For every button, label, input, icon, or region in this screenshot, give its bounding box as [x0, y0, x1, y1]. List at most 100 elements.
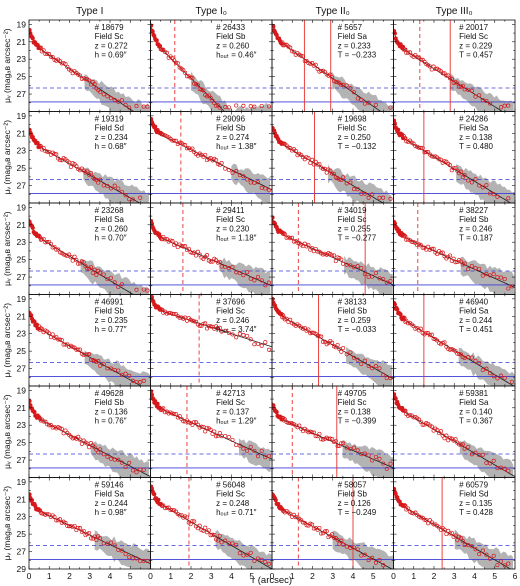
data-point — [473, 177, 478, 182]
data-point — [480, 273, 485, 278]
data-point — [320, 339, 326, 344]
data-point — [433, 66, 438, 72]
data-point — [255, 341, 261, 346]
data-point — [215, 326, 220, 331]
data-point — [241, 103, 246, 108]
data-point — [355, 547, 360, 552]
data-point — [204, 326, 210, 331]
data-point — [458, 169, 463, 174]
data-point — [484, 98, 489, 104]
data-point — [150, 23, 154, 28]
data-point — [170, 239, 175, 244]
data-point — [484, 183, 489, 188]
data-point — [30, 225, 35, 230]
data-point — [506, 286, 511, 291]
data-point — [116, 457, 121, 462]
x-tick-label: 0 — [27, 571, 32, 581]
data-point — [192, 250, 197, 255]
fit-line — [29, 309, 143, 386]
data-point — [377, 366, 382, 371]
data-point — [344, 544, 349, 549]
panel-plot-area — [393, 20, 515, 112]
data-point — [289, 421, 295, 426]
data-point — [401, 315, 406, 320]
y-tick-label: 19 — [17, 111, 27, 121]
data-point — [444, 73, 449, 78]
panel-annotation-param: T = 0.367 — [459, 417, 493, 426]
data-point — [306, 327, 311, 332]
data-point — [259, 557, 264, 562]
data-point — [108, 540, 114, 545]
data-point — [302, 58, 307, 64]
data-point — [57, 158, 63, 163]
data-point — [217, 533, 222, 538]
x-tick-label: 1 — [47, 571, 52, 581]
data-point — [442, 159, 447, 164]
panel-annotation-field: Field Sb — [95, 398, 125, 407]
data-point — [339, 257, 344, 262]
data-point — [116, 284, 121, 290]
data-point — [206, 528, 211, 533]
data-point — [184, 146, 190, 151]
data-point — [491, 553, 496, 558]
data-point — [498, 465, 504, 470]
data-point — [449, 76, 454, 81]
data-point — [263, 455, 268, 460]
data-point — [437, 157, 442, 162]
data-point — [177, 513, 182, 518]
data-point — [306, 155, 311, 161]
panel-annotation-z: z = 0.259 — [338, 316, 372, 325]
x-tick-label: 3 — [209, 571, 214, 581]
y-tick-label: 19 — [17, 294, 27, 304]
y-tick-label: 27 — [17, 272, 27, 282]
data-point — [234, 103, 239, 108]
data-point — [491, 192, 496, 197]
data-point — [310, 330, 315, 335]
data-point — [484, 272, 489, 277]
data-point — [63, 61, 68, 67]
data-point — [105, 541, 110, 546]
x-tick-label: 4 — [472, 571, 477, 581]
data-point — [355, 448, 360, 453]
data-point — [335, 443, 340, 449]
panel-plot-area — [150, 477, 272, 569]
data-point — [72, 254, 77, 259]
data-point — [101, 452, 106, 457]
data-point — [263, 559, 268, 565]
data-point — [119, 98, 124, 103]
data-point — [32, 410, 37, 415]
y-axis-label: μᵥ (magₐʙ arcsec⁻²) — [2, 28, 12, 103]
data-point — [288, 45, 293, 50]
data-point — [498, 559, 504, 564]
y-axis-label: μᵥ (magₐʙ arcsec⁻²) — [2, 486, 12, 561]
data-point — [466, 543, 471, 548]
data-point — [168, 238, 173, 243]
y-axis-label: μᵥ (magₐʙ arcsec⁻²) — [2, 394, 12, 469]
data-point — [330, 436, 335, 442]
x-tick-label: 2 — [67, 571, 72, 581]
panel-annotation-z: z = 0.246 — [216, 316, 250, 325]
data-point — [259, 103, 264, 109]
data-point — [206, 324, 211, 329]
data-point — [377, 456, 382, 461]
uncertainty-band — [94, 530, 151, 569]
panel-plot-area — [393, 203, 515, 295]
x-axis-label: r (arcsec) — [252, 575, 292, 586]
data-point — [186, 420, 191, 425]
data-point — [112, 97, 117, 102]
data-point — [442, 436, 447, 441]
column-title: Type II₀ — [316, 6, 350, 17]
data-point — [54, 518, 59, 523]
data-point — [348, 446, 353, 452]
data-point — [141, 378, 146, 383]
panel-annotation-id: # 56048 — [216, 481, 245, 490]
y-tick-label: 21 — [17, 311, 27, 321]
data-point — [466, 267, 471, 272]
data-point — [112, 280, 117, 285]
data-point — [341, 261, 346, 266]
